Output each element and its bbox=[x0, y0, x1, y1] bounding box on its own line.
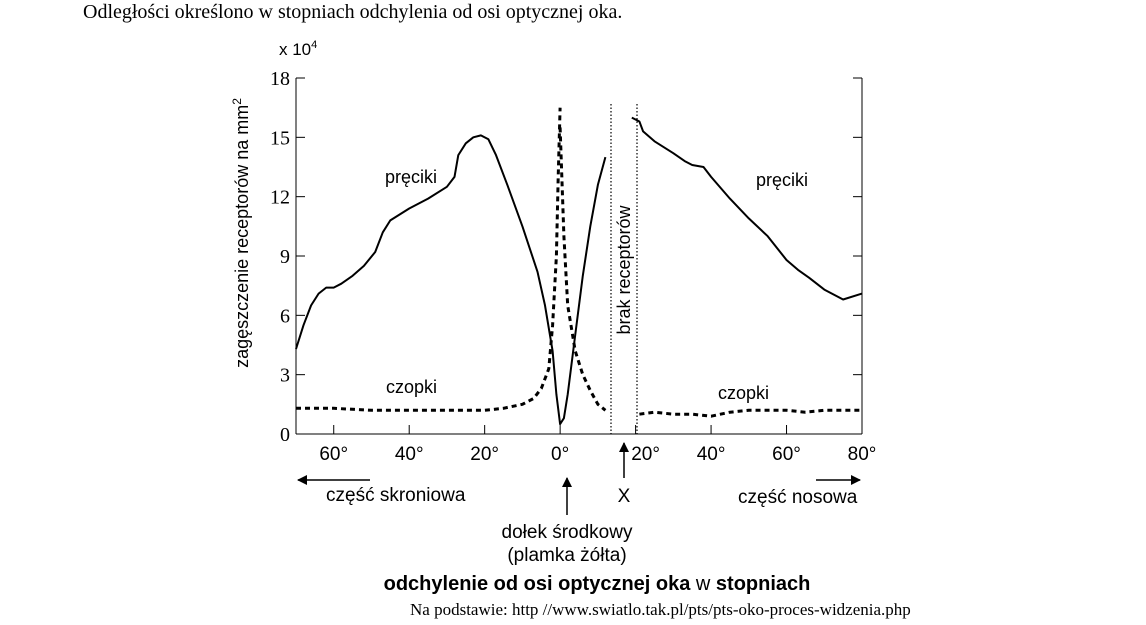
y-tick-label: 12 bbox=[270, 187, 290, 209]
y-tick-label: 3 bbox=[280, 365, 290, 387]
y-tick-label: 6 bbox=[280, 305, 290, 327]
rods-curve bbox=[295, 134, 607, 426]
series-label-rods-right: pręciki bbox=[756, 170, 808, 190]
temporal-label: część skroniowa bbox=[326, 485, 466, 506]
series-label-cones-left: czopki bbox=[386, 377, 437, 397]
blind-spot-marker: X bbox=[618, 486, 631, 507]
x-tick-label: 80° bbox=[848, 444, 877, 465]
y-tick-label: 9 bbox=[280, 246, 290, 268]
y-multiplier-label: x 104 bbox=[279, 39, 317, 59]
y-axis-label: zagęszczenie receptorów na mm2 bbox=[230, 98, 252, 368]
x-axis-label: odchylenie od osi optycznej oka w stopni… bbox=[384, 573, 811, 595]
blind-spot-label: brak receptorów bbox=[614, 204, 634, 334]
cones-curve bbox=[558, 127, 607, 412]
x-tick-label: 40° bbox=[697, 444, 726, 465]
x-tick-label: 60° bbox=[319, 444, 348, 465]
x-tick-label: 20° bbox=[470, 444, 499, 465]
rods-curve bbox=[631, 116, 863, 301]
series-label-cones-right: czopki bbox=[718, 383, 769, 403]
intro-text: Odległości określono w stopniach odchyle… bbox=[83, 1, 623, 23]
cones-curve bbox=[296, 107, 562, 412]
y-tick-label: 0 bbox=[280, 424, 290, 446]
x-tick-label: 0° bbox=[551, 444, 569, 465]
source-citation: Na podstawie: http //www.swiatlo.tak.pl/… bbox=[410, 600, 911, 619]
cones-curve bbox=[639, 408, 862, 418]
x-tick-label: 40° bbox=[395, 444, 424, 465]
y-tick-label: 18 bbox=[270, 68, 290, 90]
y-tick-label: 15 bbox=[270, 127, 290, 149]
series-label-rods-left: pręciki bbox=[385, 167, 437, 187]
x-tick-label: 20° bbox=[631, 444, 660, 465]
fovea-label-line2: (plamka żółta) bbox=[507, 545, 626, 566]
x-tick-label: 60° bbox=[772, 444, 801, 465]
fovea-label-line1: dołek środkowy bbox=[502, 522, 633, 543]
nasal-label: część nosowa bbox=[738, 487, 858, 508]
